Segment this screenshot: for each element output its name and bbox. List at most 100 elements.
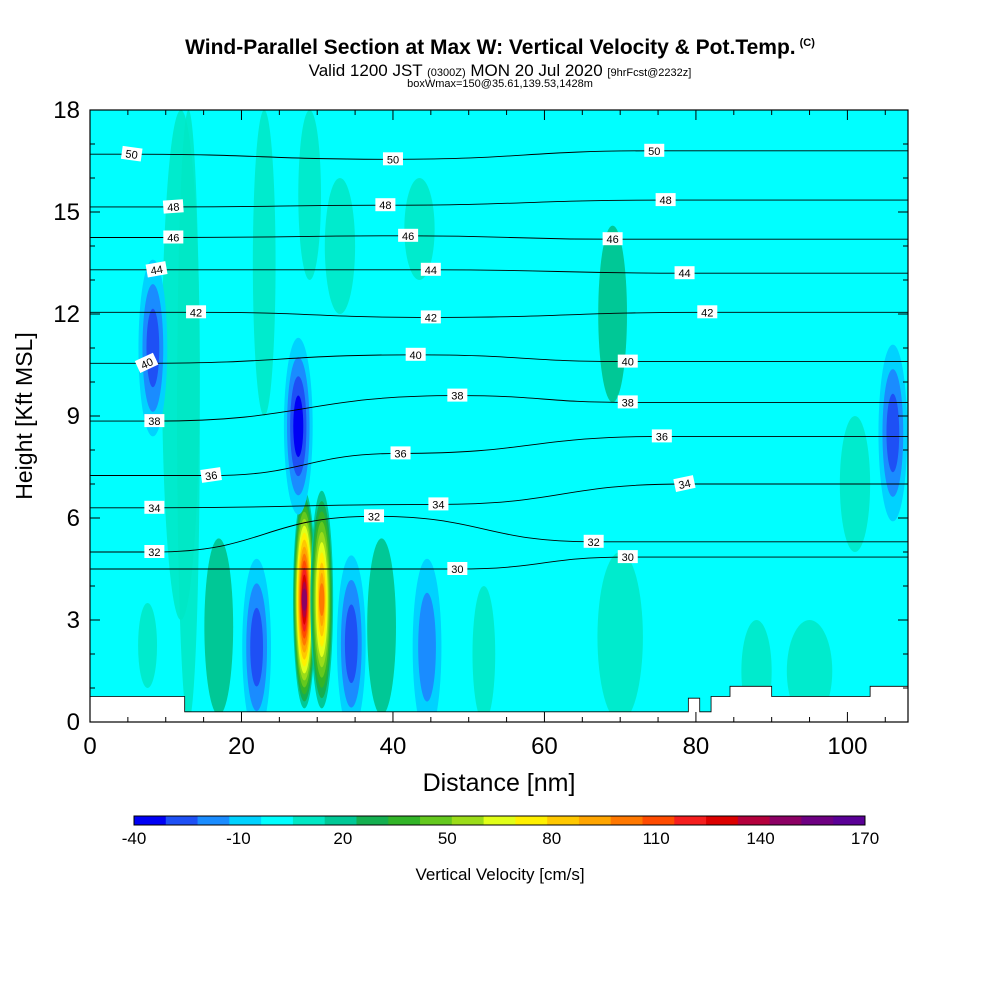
isentrope-label-text: 44	[425, 265, 437, 277]
isentrope-label-text: 46	[606, 234, 618, 246]
isentrope-label-bg	[644, 143, 665, 157]
isentrope-label-bg	[382, 152, 403, 166]
velocity-contour	[301, 588, 307, 611]
chart-title-text: Wind-Parallel Section at Max W: Vertical…	[185, 36, 796, 59]
isentrope-label: 46	[163, 230, 184, 245]
isentrope-label: 40	[617, 354, 638, 369]
isentrope-label: 42	[420, 310, 441, 324]
isentrope-label-text: 34	[678, 478, 692, 492]
isentrope-label-text: 38	[622, 397, 634, 409]
colorbar-swatch	[483, 816, 516, 825]
isentrope-label-bg	[145, 261, 168, 278]
colorbar-swatch	[261, 816, 294, 825]
isentrope-label: 36	[200, 467, 222, 483]
isentrope-label-bg	[617, 550, 638, 564]
isentrope-label-text: 32	[588, 537, 600, 549]
isentrope-label-bg	[697, 305, 718, 319]
isentrope-line	[90, 435, 908, 476]
isentrope-label-text: 30	[451, 564, 463, 576]
colorbar-swatch	[292, 816, 326, 825]
colorbar-swatch	[706, 816, 739, 825]
isentrope-label-text: 38	[148, 416, 160, 428]
colorbar-tick-label: 50	[438, 829, 457, 848]
velocity-contour	[319, 583, 325, 617]
isentrope-label-bg	[398, 228, 419, 242]
isentrope-line	[90, 311, 908, 318]
isentrope-label-text: 40	[139, 356, 155, 372]
isentrope-label: 34	[428, 497, 449, 511]
colorbar-swatch	[134, 816, 167, 825]
colorbar-swatch	[833, 816, 866, 825]
isentrope-label: 44	[420, 262, 441, 277]
isentrope-label-text: 50	[387, 154, 399, 166]
isentrope-label-text: 30	[622, 552, 634, 564]
y-axis-label: Height [Kft MSL]	[11, 332, 37, 499]
x-tick-label: 40	[380, 733, 407, 760]
isentrope-label: 44	[145, 261, 168, 278]
forecast-tag: [9hrFcst@2232z]	[607, 67, 692, 79]
x-axis-label: Distance [nm]	[423, 769, 576, 797]
isentrope-label-text: 40	[410, 350, 422, 362]
x-tick-label: 100	[827, 733, 867, 760]
y-tick-label: 3	[67, 607, 80, 634]
colorbar-tick-label: 80	[542, 829, 561, 848]
colorbar-swatch	[420, 816, 453, 825]
colorbar-swatch	[165, 816, 199, 825]
velocity-contour	[886, 393, 900, 473]
isentrope-label-text: 46	[402, 231, 414, 243]
isentrope-label: 34	[144, 500, 165, 515]
isentrope-label-text: 40	[622, 357, 634, 369]
chart-title-units: (C)	[799, 37, 815, 49]
isentrope-label-text: 48	[379, 200, 391, 212]
isentrope-label: 38	[144, 414, 165, 428]
velocity-contour	[418, 592, 436, 702]
isentrope-label-text: 32	[368, 511, 380, 523]
isentrope-label: 38	[617, 395, 638, 409]
terrain	[90, 685, 908, 722]
colorbar-tick-label: -10	[226, 829, 251, 848]
y-tick-label: 0	[67, 709, 80, 736]
velocity-contour	[146, 308, 160, 388]
valid-prefix: Valid 1200 JST	[308, 61, 423, 80]
isentrope-label-bg	[583, 534, 604, 548]
isentrope-label-bg	[447, 388, 468, 402]
field-band	[597, 552, 643, 722]
chart-title: Wind-Parallel Section at Max W: Vertical…	[0, 36, 1000, 60]
colorbar-swatch	[642, 816, 675, 825]
x-tick-label: 20	[228, 733, 255, 760]
x-tick-label: 80	[683, 733, 710, 760]
colorbar-swatch	[197, 816, 230, 825]
isentrope-label-text: 36	[656, 431, 668, 443]
isentrope-label: 48	[162, 199, 184, 214]
isentrope-label-bg	[364, 509, 385, 523]
isentrope-label: 50	[644, 143, 665, 158]
isentrope-label-text: 48	[660, 195, 672, 207]
colorbar-swatch	[451, 816, 485, 825]
isentrope-label-text: 50	[125, 148, 139, 162]
isentrope-label: 42	[186, 305, 207, 319]
isentrope-label-bg	[617, 354, 638, 368]
isentrope-label: 30	[447, 562, 468, 576]
isentrope-label: 32	[144, 545, 165, 559]
isentrope-label-bg	[428, 497, 449, 511]
isentrope-label-text: 46	[167, 233, 179, 245]
isentrope-label: 36	[390, 446, 411, 460]
velocity-contour	[204, 538, 234, 716]
isentrope-label-bg	[405, 347, 426, 361]
isentrope-label-bg	[651, 429, 672, 443]
isentrope-label-bg	[655, 193, 676, 207]
isentrope-label: 46	[602, 232, 623, 246]
isentrope-label: 34	[673, 475, 696, 492]
isentrope-label-bg	[200, 467, 222, 483]
velocity-contour	[250, 607, 264, 687]
isentrope-label-bg	[674, 266, 695, 280]
isentrope-label-text: 42	[425, 312, 437, 324]
colorbar-tick-label: -40	[122, 829, 147, 848]
isentrope-label-text: 34	[148, 503, 160, 515]
colorbar-label: Vertical Velocity [cm/s]	[415, 865, 584, 884]
colorbar-tick-label: 170	[851, 829, 879, 848]
isentrope-label-text: 36	[394, 448, 406, 460]
isentrope-label-bg	[162, 199, 184, 214]
colorbar-swatch	[578, 816, 612, 825]
